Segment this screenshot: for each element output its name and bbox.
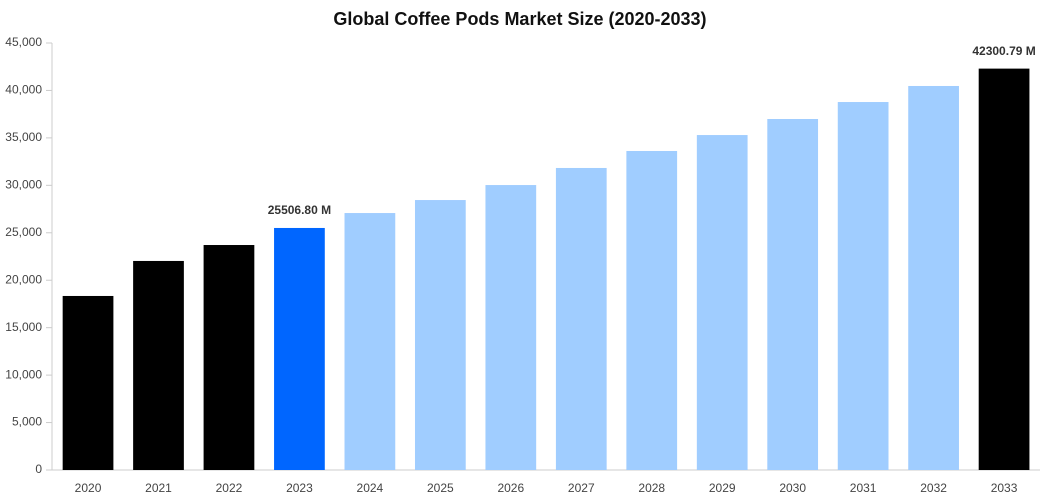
x-tick-label: 2025 <box>427 481 454 495</box>
bar <box>485 185 537 471</box>
bar <box>344 213 396 470</box>
bar <box>274 227 325 470</box>
bar <box>767 119 819 471</box>
y-tick-label: 15,000 <box>5 320 42 334</box>
x-tick-label: 2029 <box>709 481 736 495</box>
chart-title: Global Coffee Pods Market Size (2020-203… <box>333 9 706 29</box>
bar <box>62 295 114 470</box>
bar <box>626 150 678 470</box>
y-tick-label: 35,000 <box>5 130 42 144</box>
x-tick-label: 2030 <box>779 481 806 495</box>
bar <box>203 245 255 470</box>
value-label: 42300.79 M <box>972 44 1035 58</box>
x-tick-label: 2032 <box>920 481 947 495</box>
x-tick-label: 2031 <box>850 481 877 495</box>
x-tick-label: 2028 <box>638 481 665 495</box>
y-tick-label: 30,000 <box>5 178 42 192</box>
x-tick-label: 2027 <box>568 481 595 495</box>
y-tick-label: 25,000 <box>5 225 42 239</box>
x-tick-label: 2020 <box>75 481 102 495</box>
bar <box>837 102 889 471</box>
y-tick-label: 40,000 <box>5 83 42 97</box>
bar <box>696 135 748 470</box>
x-tick-label: 2026 <box>497 481 524 495</box>
bar <box>978 68 1030 471</box>
x-tick-label: 2033 <box>991 481 1018 495</box>
value-label: 25506.80 M <box>268 203 331 217</box>
y-tick-label: 20,000 <box>5 272 42 286</box>
bar <box>414 200 466 470</box>
x-tick-label: 2021 <box>145 481 172 495</box>
bar <box>555 167 607 470</box>
x-tick-label: 2022 <box>216 481 243 495</box>
bar <box>908 85 959 470</box>
y-tick-label: 0 <box>35 462 42 476</box>
bar <box>133 260 184 470</box>
x-tick-label: 2023 <box>286 481 313 495</box>
y-tick-label: 10,000 <box>5 367 42 381</box>
y-tick-label: 45,000 <box>5 35 42 49</box>
y-tick-label: 5,000 <box>12 415 42 429</box>
x-tick-label: 2024 <box>357 481 384 495</box>
